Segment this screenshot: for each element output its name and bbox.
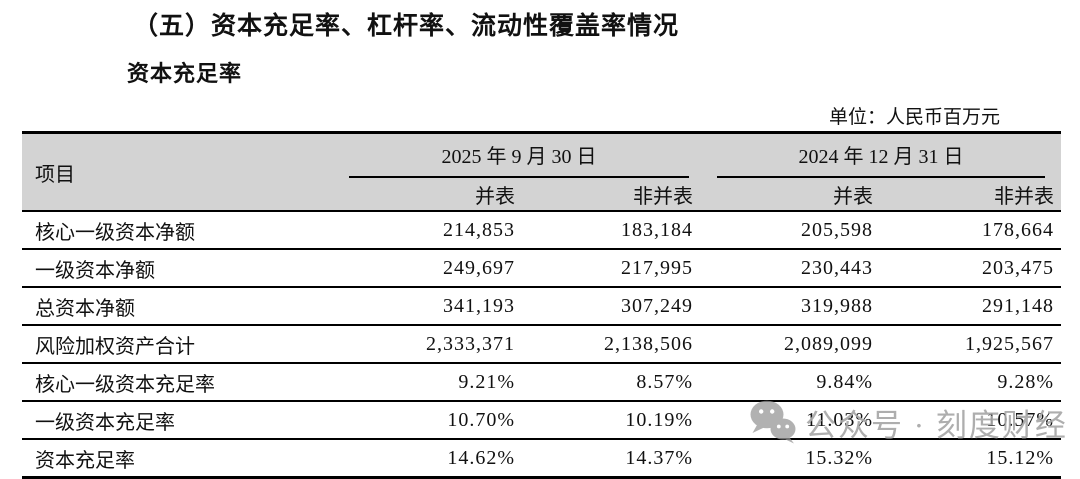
unit-label: 单位：人民币百万元 (828, 107, 1000, 128)
section-title: （五）资本充足率、杠杆率、流动性覆盖率情况 (133, 13, 680, 40)
table-title: 资本充足率 (127, 61, 243, 86)
row-label-cell: 风险加权资产合计 (22, 325, 337, 364)
header-unconsolidated-2025: 非并表 (527, 178, 705, 212)
row-label-cell: 资本充足率 (22, 439, 337, 479)
value-cell-consolidated-2024: 205,598 (705, 211, 885, 250)
value-cell-unconsolidated-2025: 14.37% (527, 439, 705, 479)
value-cell-unconsolidated-2025: 217,995 (527, 249, 705, 288)
value-cell-unconsolidated-2025: 307,249 (527, 287, 705, 326)
header-consolidated-2024: 并表 (705, 178, 885, 212)
value-cell-consolidated-2025: 214,853 (337, 211, 527, 250)
table-row: 一级资本净额 249,697 217,995 230,443 203,475 (22, 249, 1061, 288)
header-period-2025: 2025 年 9 月 30 日 (337, 132, 705, 178)
table-row: 核心一级资本净额 214,853 183,184 205,598 178,664 (22, 211, 1061, 250)
header-item: 项目 (22, 132, 337, 212)
document-page: （五）资本充足率、杠杆率、流动性覆盖率情况 资本充足率 单位：人民币百万元 项目… (22, 13, 1066, 479)
header-unconsolidated-2024: 非并表 (885, 178, 1061, 212)
value-cell-consolidated-2024: 15.32% (705, 439, 885, 479)
table-row: 核心一级资本充足率 9.21% 8.57% 9.84% 9.28% (22, 363, 1061, 402)
value-cell-unconsolidated-2024: 203,475 (885, 249, 1061, 288)
period-label-2024: 2024 年 12 月 31 日 (717, 134, 1045, 178)
value-cell-unconsolidated-2025: 8.57% (527, 363, 705, 402)
value-cell-consolidated-2025: 10.70% (337, 401, 527, 440)
table-row: 一级资本充足率 10.70% 10.19% 11.03% 10.57% (22, 401, 1061, 440)
value-cell-consolidated-2024: 230,443 (705, 249, 885, 288)
value-cell-consolidated-2024: 2,089,099 (705, 325, 885, 364)
value-cell-unconsolidated-2024: 178,664 (885, 211, 1061, 250)
row-label-cell: 核心一级资本净额 (22, 211, 337, 250)
value-cell-consolidated-2024: 11.03% (705, 401, 885, 440)
value-cell-consolidated-2025: 2,333,371 (337, 325, 527, 364)
period-label-2025: 2025 年 9 月 30 日 (349, 134, 689, 178)
value-cell-consolidated-2025: 14.62% (337, 439, 527, 479)
header-consolidated-2025: 并表 (337, 178, 527, 212)
row-label-cell: 一级资本充足率 (22, 401, 337, 440)
value-cell-unconsolidated-2025: 2,138,506 (527, 325, 705, 364)
table-row: 资本充足率 14.62% 14.37% 15.32% 15.12% (22, 439, 1061, 479)
capital-adequacy-table: 项目 2025 年 9 月 30 日 2024 年 12 月 31 日 并表 非… (22, 131, 1061, 479)
value-cell-consolidated-2024: 9.84% (705, 363, 885, 402)
value-cell-unconsolidated-2024: 291,148 (885, 287, 1061, 326)
table-header: 项目 2025 年 9 月 30 日 2024 年 12 月 31 日 并表 非… (22, 132, 1061, 212)
value-cell-unconsolidated-2025: 183,184 (527, 211, 705, 250)
value-cell-consolidated-2025: 341,193 (337, 287, 527, 326)
table-row: 总资本净额 341,193 307,249 319,988 291,148 (22, 287, 1061, 326)
value-cell-unconsolidated-2024: 9.28% (885, 363, 1061, 402)
value-cell-unconsolidated-2025: 10.19% (527, 401, 705, 440)
row-label-cell: 一级资本净额 (22, 249, 337, 288)
value-cell-consolidated-2025: 249,697 (337, 249, 527, 288)
value-cell-consolidated-2024: 319,988 (705, 287, 885, 326)
row-label-cell: 总资本净额 (22, 287, 337, 326)
table-body: 核心一级资本净额 214,853 183,184 205,598 178,664… (22, 211, 1061, 479)
row-label-cell: 核心一级资本充足率 (22, 363, 337, 402)
value-cell-consolidated-2025: 9.21% (337, 363, 527, 402)
table-row: 风险加权资产合计 2,333,371 2,138,506 2,089,099 1… (22, 325, 1061, 364)
value-cell-unconsolidated-2024: 15.12% (885, 439, 1061, 479)
header-period-2024: 2024 年 12 月 31 日 (705, 132, 1061, 178)
value-cell-unconsolidated-2024: 10.57% (885, 401, 1061, 440)
value-cell-unconsolidated-2024: 1,925,567 (885, 325, 1061, 364)
